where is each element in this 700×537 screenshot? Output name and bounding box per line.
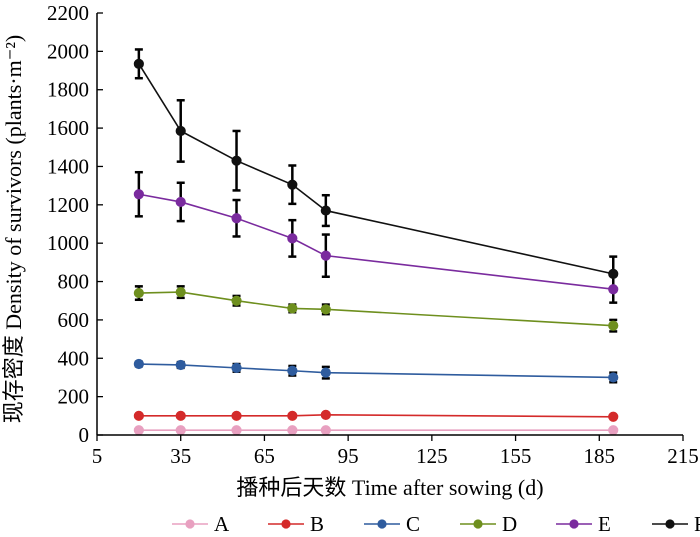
data-point-b (133, 410, 144, 421)
axes (96, 13, 683, 436)
data-point-a (608, 425, 619, 436)
y-ticks: 0 200 400 600 800 1000 1200 1400 1600 1800 2000 220… (47, 1, 103, 447)
y-tick-label: 1800 (47, 78, 89, 102)
data-point-e (175, 196, 186, 208)
data-point-a (231, 425, 242, 436)
legend-label: A (214, 512, 230, 536)
data-point-f (133, 58, 144, 69)
data-point-b (287, 410, 298, 421)
data-point-a (320, 425, 331, 436)
data-point-d (320, 304, 331, 315)
data-point-b (175, 410, 186, 421)
legend-item-b: B (268, 512, 324, 536)
x-tick-label: 155 (500, 444, 532, 468)
legend-label: F (694, 512, 700, 536)
series-line-c (138, 363, 614, 379)
legend-label: D (502, 512, 517, 536)
data-point-d (231, 295, 242, 306)
legend-marker (665, 519, 675, 529)
legend-item-f: F (652, 512, 700, 536)
data-point-d (608, 320, 619, 331)
data-point-c (231, 362, 242, 373)
data-point-c (287, 365, 298, 376)
series-lines-layer (138, 63, 614, 432)
data-point-e (320, 250, 331, 261)
x-tick-label: 65 (254, 444, 275, 468)
x-axis-title: 播种后天数 Time after sowing (d) (236, 475, 543, 500)
legend-item-c: C (364, 512, 420, 536)
x-ticks: 5 35 65 95 125 155 185 215 (92, 435, 699, 468)
legend-label: E (598, 512, 611, 536)
y-tick-label: 1200 (47, 193, 89, 217)
legend-marker (473, 519, 483, 529)
series-line-e (138, 193, 614, 291)
legend-item-a: A (172, 512, 230, 536)
y-tick-label: 2200 (47, 1, 89, 25)
y-axis-title: 现存密度 Density of survivors (plants·m⁻²) (1, 35, 26, 424)
data-point-f (287, 179, 298, 190)
series-line-d (138, 291, 614, 327)
data-point-c (133, 358, 144, 370)
data-point-d (175, 286, 186, 298)
x-tick-label: 5 (92, 444, 103, 468)
data-point-f (175, 125, 186, 137)
data-point-f (231, 155, 242, 166)
legend-item-d: D (460, 512, 517, 536)
x-tick-label: 95 (338, 444, 359, 468)
legend: A B C D E F (172, 512, 700, 536)
legend-marker (569, 519, 579, 529)
data-point-a (133, 425, 144, 436)
y-tick-label: 400 (58, 346, 90, 370)
y-tick-label: 1600 (47, 116, 89, 140)
data-point-e (287, 233, 298, 244)
data-point-b (231, 410, 242, 421)
x-tick-label: 125 (416, 444, 448, 468)
y-tick-label: 2000 (47, 39, 89, 63)
data-point-c (608, 372, 619, 383)
legend-label: C (406, 512, 420, 536)
series-line-f (138, 63, 614, 275)
y-tick-label: 0 (79, 423, 90, 447)
legend-marker (185, 519, 195, 529)
legend-item-e: E (556, 512, 611, 536)
data-points-layer (133, 58, 619, 436)
y-tick-label: 1400 (47, 154, 89, 178)
data-point-b (608, 411, 619, 422)
x-tick-label: 215 (667, 444, 699, 468)
data-point-b (320, 409, 331, 420)
data-point-c (175, 359, 186, 371)
data-point-e (608, 284, 619, 295)
data-point-d (133, 287, 144, 299)
data-point-c (320, 367, 331, 378)
series-line-b (138, 414, 614, 418)
x-tick-label: 35 (170, 444, 191, 468)
data-point-a (287, 425, 298, 436)
data-point-e (231, 213, 242, 224)
legend-label: B (310, 512, 324, 536)
data-point-f (608, 268, 619, 279)
y-tick-label: 600 (58, 308, 90, 332)
legend-marker (281, 519, 291, 529)
y-tick-label: 800 (58, 270, 90, 294)
data-point-d (287, 303, 298, 314)
data-point-a (175, 425, 186, 436)
y-tick-label: 200 (58, 385, 90, 409)
data-point-e (133, 189, 144, 200)
data-point-f (320, 205, 331, 216)
y-tick-label: 1000 (47, 231, 89, 255)
legend-marker (377, 519, 387, 529)
x-tick-label: 185 (584, 444, 616, 468)
